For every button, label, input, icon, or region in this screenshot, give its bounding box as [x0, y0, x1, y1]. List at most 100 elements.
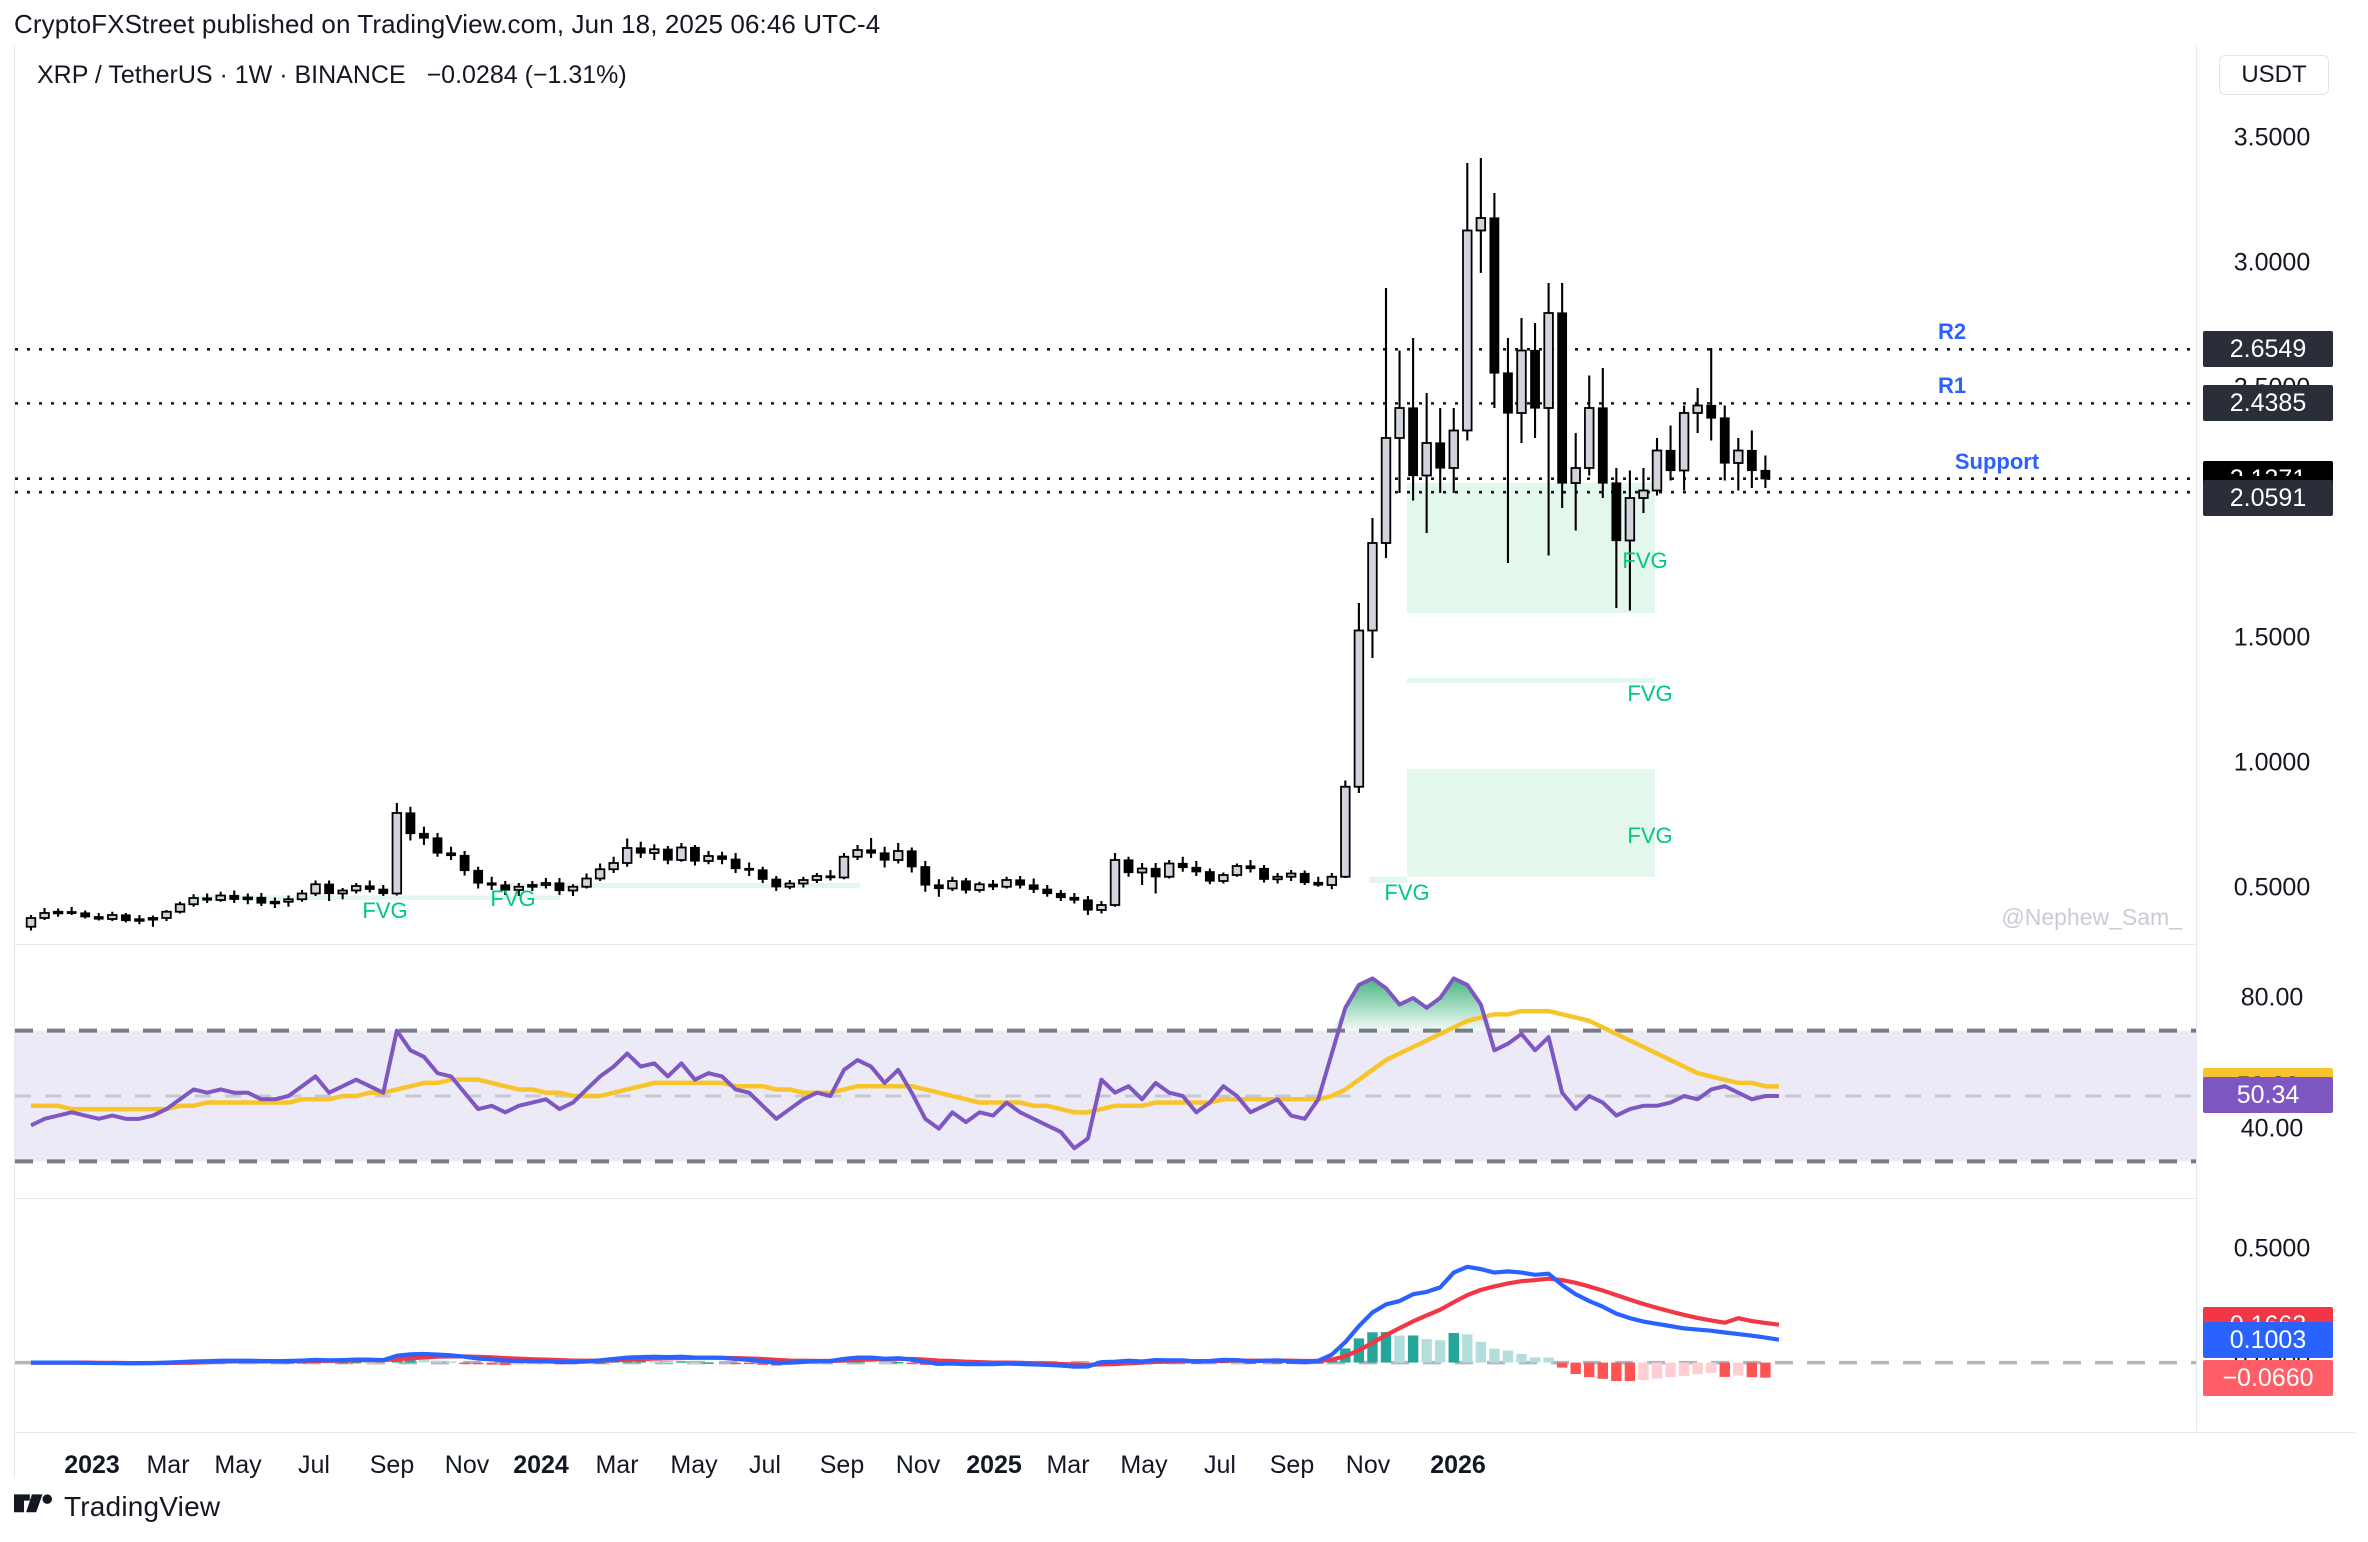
rsi-pane[interactable] — [15, 949, 2197, 1194]
candle — [1489, 193, 1500, 408]
candle — [283, 895, 294, 907]
macd-histogram-bar — [689, 1362, 701, 1364]
macd-histogram-bar — [1245, 1362, 1256, 1365]
macd-histogram-bar — [906, 1362, 917, 1365]
candle — [947, 876, 958, 891]
price-axis-tick: 1.5000 — [2233, 623, 2311, 652]
macd-histogram-bar — [1706, 1362, 1717, 1373]
macd-histogram-bar — [703, 1362, 714, 1364]
candle — [1435, 408, 1446, 493]
rsi-axis-tick: 80.00 — [2240, 983, 2304, 1012]
candle — [1055, 890, 1066, 901]
candle — [310, 880, 321, 896]
macd-histogram-bar — [486, 1362, 497, 1365]
rsi-value-tag[interactable]: 50.34 — [2203, 1076, 2333, 1113]
candle — [1326, 873, 1338, 890]
tradingview-mark-icon — [14, 1494, 52, 1513]
candle — [1001, 876, 1012, 889]
candle — [1191, 861, 1202, 876]
fvg-zone — [1407, 769, 1655, 877]
time-axis-tick: Mar — [1046, 1451, 1090, 1479]
fvg-zone — [1407, 678, 1655, 683]
candle — [242, 893, 254, 905]
candle — [1069, 893, 1080, 904]
candle — [1299, 870, 1310, 885]
time-axis-tick: Jul — [1204, 1451, 1236, 1479]
candle — [1665, 425, 1676, 481]
candle — [1678, 405, 1690, 491]
price-scale[interactable]: USDT 3.50003.00002.50001.50001.00000.500… — [2196, 46, 2354, 1431]
macd-histogram-bar — [1313, 1362, 1324, 1364]
rsi-overbought-fill — [31, 978, 1779, 1031]
fvg-label: FVG — [1627, 680, 1673, 706]
macd-histogram-bar — [879, 1362, 890, 1364]
candle — [1177, 856, 1188, 872]
candle — [1448, 408, 1459, 493]
macd-histogram-bar — [1489, 1348, 1500, 1363]
candle — [405, 806, 416, 841]
candle — [838, 853, 850, 880]
macd-value-tag[interactable]: 0.1003 — [2203, 1321, 2333, 1358]
candle — [1584, 375, 1595, 476]
macd-histogram-bar — [1475, 1341, 1487, 1363]
candle — [1245, 860, 1256, 873]
price-tag[interactable]: 2.0591 — [2203, 480, 2333, 517]
time-axis[interactable]: 2023 Mar May Jul Sep Nov 2024 Mar May Jul Sep Nov 20… — [15, 1432, 2355, 1488]
currency-badge[interactable]: USDT — [2219, 55, 2329, 95]
macd-pane[interactable] — [15, 1203, 2197, 1431]
price-axis-tick: 3.5000 — [2233, 123, 2311, 152]
level-label-r2: R2 — [1931, 319, 1973, 346]
macd-histogram-bar — [1448, 1332, 1459, 1363]
candle — [1259, 865, 1269, 883]
tradingview-wordmark: TradingView — [64, 1491, 221, 1522]
time-axis-tick: Mar — [146, 1451, 190, 1479]
candle — [920, 861, 931, 892]
macd-histogram-bar — [676, 1361, 687, 1363]
macd-histogram-bar — [1435, 1340, 1446, 1363]
price-tag[interactable]: 2.6549 — [2203, 331, 2333, 368]
macd-histogram-bar — [445, 1361, 457, 1363]
candle — [1367, 518, 1378, 658]
macd-histogram-bar — [1570, 1362, 1581, 1374]
price-tag[interactable]: 2.4385 — [2203, 385, 2333, 422]
candle — [1123, 856, 1134, 877]
macd-value-tag[interactable]: −0.0660 — [2203, 1359, 2333, 1396]
time-axis-tick: 2023 — [64, 1451, 120, 1479]
candle — [378, 885, 389, 896]
symbol-legend[interactable]: XRP / TetherUS · 1W · BINANCE −0.0284 (−… — [37, 61, 627, 90]
rsi-chart-svg — [15, 976, 2197, 1164]
macd-histogram-bar — [1651, 1362, 1663, 1379]
time-axis-tick: 2026 — [1430, 1451, 1486, 1479]
candle — [296, 890, 308, 902]
tradingview-logo[interactable]: TradingView — [14, 1491, 220, 1523]
candle — [1475, 158, 1487, 273]
macd-histogram-bar — [351, 1361, 362, 1364]
candle — [554, 878, 565, 895]
macd-histogram-bar — [1502, 1350, 1514, 1363]
macd-histogram-bar — [1733, 1362, 1744, 1376]
candle — [147, 915, 159, 927]
candle — [1530, 323, 1540, 438]
macd-histogram-bar — [1624, 1362, 1636, 1382]
time-axis-tick: May — [1120, 1451, 1168, 1479]
macd-histogram-bar — [1272, 1362, 1283, 1364]
macd-histogram-bar — [865, 1360, 877, 1363]
candle — [446, 846, 456, 860]
macd-histogram-bar — [405, 1358, 416, 1363]
candle — [662, 846, 673, 865]
candle — [1570, 433, 1581, 531]
candle — [1109, 853, 1121, 907]
candle — [1651, 438, 1663, 496]
candle — [1421, 393, 1432, 533]
candle — [229, 890, 240, 903]
macd-histogram-bar — [1394, 1335, 1405, 1363]
price-pane[interactable]: R2 R1 Support FVG FVG FVG FVG FVG FVG — [15, 88, 2197, 938]
price-axis-tick: 1.0000 — [2233, 748, 2311, 777]
macd-chart-svg — [15, 1264, 2197, 1382]
candle — [1136, 863, 1148, 885]
macd-histogram-bar — [1421, 1339, 1432, 1363]
time-axis-tick: Nov — [895, 1451, 941, 1479]
candle — [188, 894, 199, 907]
candle — [350, 883, 362, 894]
candle — [202, 893, 213, 903]
